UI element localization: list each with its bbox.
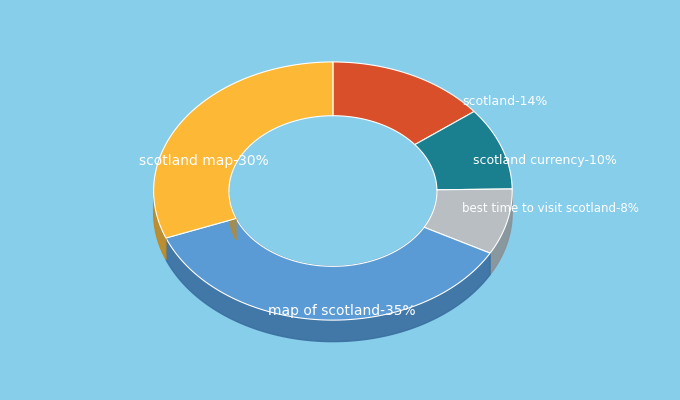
Polygon shape bbox=[333, 62, 474, 145]
Polygon shape bbox=[236, 218, 424, 288]
Polygon shape bbox=[229, 192, 236, 240]
Text: scotland map-30%: scotland map-30% bbox=[139, 154, 269, 168]
Text: best time to visit scotland-8%: best time to visit scotland-8% bbox=[462, 202, 639, 216]
Polygon shape bbox=[424, 191, 437, 249]
Polygon shape bbox=[154, 62, 333, 238]
Text: scotland currency-10%: scotland currency-10% bbox=[473, 154, 617, 167]
Polygon shape bbox=[490, 192, 512, 275]
Polygon shape bbox=[166, 238, 490, 342]
Text: scotland-14%: scotland-14% bbox=[462, 95, 547, 108]
Text: map of scotland-35%: map of scotland-35% bbox=[268, 304, 415, 318]
Polygon shape bbox=[154, 194, 166, 260]
Polygon shape bbox=[424, 189, 512, 253]
Polygon shape bbox=[415, 112, 512, 190]
Polygon shape bbox=[166, 218, 490, 320]
